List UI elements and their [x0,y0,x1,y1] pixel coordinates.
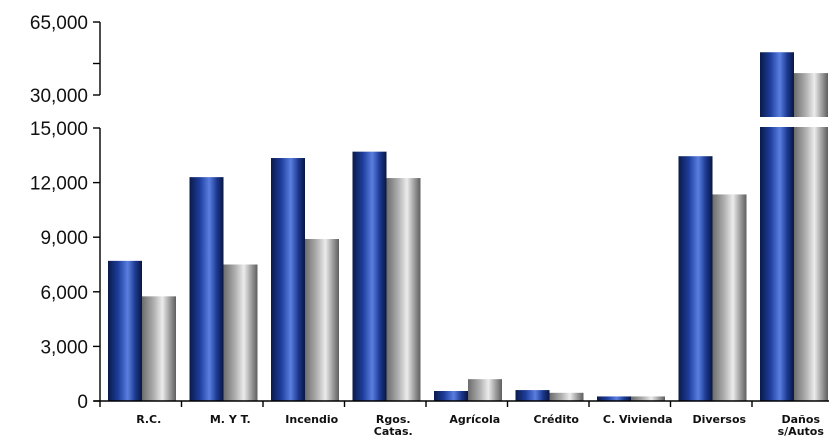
bar-series2-3 [386,178,421,401]
bar-series1-8 [760,52,794,401]
y-tick-label: 30,000 [30,86,88,107]
bar-series2-4 [468,379,502,401]
bars-group [101,52,829,401]
bar-series1-4 [434,390,468,401]
bar-series2-8 [794,73,828,401]
bar-series1-3 [352,151,387,401]
bar-series2-5 [549,392,584,401]
category-label: R.C. [136,413,161,426]
axes-group [93,21,829,407]
category-label: Crédito [534,413,580,426]
bar-series1-1 [189,177,224,401]
bar-series2-1 [223,264,258,401]
y-tick-label: 0 [77,392,88,413]
bar-series1-2 [271,158,305,401]
y-tick-label: 6,000 [40,283,88,304]
bar-series1-6 [597,396,631,401]
bar-series1-7 [678,156,713,401]
category-label: Catas. [374,425,413,438]
labels-group: 0 3,000 6,000 9,000 12,000 15,000 30,000 65,000… [30,13,824,438]
bar-series1-0 [108,260,142,401]
category-label: Rgos. [376,413,411,426]
category-label: s/Autos [778,425,825,438]
y-tick-label: 3,000 [40,337,88,358]
bar-series2-7 [712,194,747,401]
category-label: Diversos [692,413,746,426]
bar-series2-0 [142,296,176,401]
category-label: Daños [782,413,821,426]
bar-series1-5 [515,390,550,401]
bar-series2-2 [305,239,339,401]
y-tick-label: 9,000 [40,228,88,249]
axis-break-band [101,117,829,127]
category-label: C. Vivienda [603,413,673,426]
bar-series2-6 [631,396,665,401]
y-tick-label: 12,000 [30,174,88,195]
category-label: M. Y T. [210,413,251,426]
category-label: Incendio [285,413,338,426]
y-tick-label: 15,000 [30,119,88,140]
y-tick-label: 65,000 [30,13,88,34]
category-label: Agrícola [449,413,500,426]
